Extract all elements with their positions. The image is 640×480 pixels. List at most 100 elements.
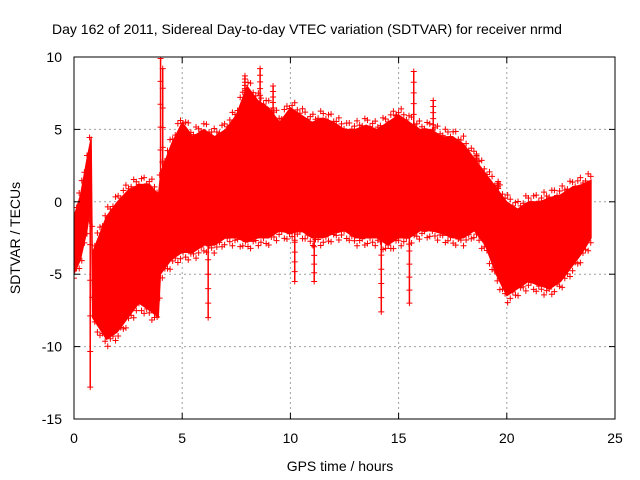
- data-point: [112, 193, 119, 200]
- data-point: [325, 111, 332, 118]
- data-point: [457, 137, 464, 144]
- y-tick-label: 10: [46, 49, 62, 65]
- data-point: [390, 108, 397, 115]
- x-tick-label: 0: [70, 430, 78, 446]
- data-point: [367, 123, 374, 130]
- data-point: [400, 111, 407, 118]
- data-point: [535, 283, 542, 290]
- y-tick-label: -15: [42, 411, 62, 427]
- data-point: [463, 140, 470, 147]
- data-point: [333, 232, 340, 239]
- data-point: [213, 128, 220, 135]
- data-point: [270, 88, 277, 95]
- data-point: [276, 231, 283, 238]
- data-point: [356, 122, 363, 129]
- data-point: [572, 259, 579, 266]
- data-point: [348, 126, 355, 133]
- data-point: [483, 247, 490, 254]
- data-point: [250, 89, 257, 96]
- data-point: [478, 157, 485, 164]
- data-point: [291, 239, 298, 246]
- data-point: [361, 115, 368, 122]
- data-point: [455, 236, 462, 243]
- data-point: [444, 128, 451, 135]
- data-point: [378, 266, 385, 273]
- data-points: [74, 57, 594, 391]
- data-point: [281, 106, 288, 113]
- data-point: [78, 257, 85, 264]
- data-point: [577, 174, 584, 181]
- data-point: [74, 209, 77, 216]
- data-point: [159, 65, 166, 72]
- data-point: [566, 178, 573, 185]
- data-point: [468, 235, 475, 242]
- data-point: [569, 267, 576, 274]
- data-point: [351, 123, 358, 130]
- data-point: [322, 233, 329, 240]
- data-point: [378, 252, 385, 259]
- data-point: [504, 299, 511, 306]
- data-point: [304, 116, 311, 123]
- data-point: [399, 133, 406, 140]
- data-point: [572, 183, 579, 190]
- data-point: [135, 300, 142, 307]
- data-point: [291, 99, 298, 106]
- data-point: [135, 181, 142, 188]
- data-point: [463, 236, 470, 243]
- data-point: [421, 228, 428, 235]
- data-point: [452, 242, 459, 249]
- data-point: [496, 286, 503, 293]
- data-point: [99, 330, 106, 337]
- data-point: [260, 235, 267, 242]
- data-point: [457, 237, 464, 244]
- data-point: [430, 97, 437, 104]
- data-point: [213, 243, 220, 250]
- y-tick-label: -5: [50, 266, 63, 282]
- data-point: [221, 241, 228, 248]
- data-point: [377, 122, 384, 129]
- data-point: [182, 254, 189, 261]
- data-point: [205, 285, 212, 292]
- data-point: [439, 232, 446, 239]
- data-point: [538, 286, 545, 293]
- data-point: [252, 237, 259, 244]
- data-point: [372, 242, 379, 249]
- x-tick-label: 25: [607, 430, 623, 446]
- data-point: [354, 117, 361, 124]
- data-point: [164, 147, 171, 154]
- data-point: [364, 117, 371, 124]
- data-point: [574, 177, 581, 184]
- data-point: [182, 119, 189, 126]
- data-point: [198, 244, 205, 251]
- data-point: [141, 174, 148, 181]
- data-point: [320, 110, 327, 117]
- data-point: [486, 260, 493, 267]
- x-tick-label: 15: [391, 430, 407, 446]
- data-point: [546, 285, 553, 292]
- data-point: [87, 312, 94, 319]
- data-point: [229, 242, 236, 249]
- data-point: [309, 111, 316, 118]
- data-point: [167, 266, 174, 273]
- data-point: [81, 169, 88, 176]
- data-point: [520, 283, 527, 290]
- data-point: [507, 196, 514, 203]
- data-point: [87, 384, 94, 391]
- data-point: [421, 125, 428, 132]
- data-point: [130, 314, 137, 321]
- plot-border: [73, 56, 616, 420]
- data-point: [520, 200, 527, 207]
- data-point: [208, 244, 215, 251]
- data-point: [320, 239, 327, 246]
- data-point: [234, 107, 241, 114]
- data-point: [403, 116, 410, 123]
- data-point: [411, 232, 418, 239]
- data-point: [234, 236, 241, 243]
- data-point: [169, 257, 176, 264]
- data-point: [190, 250, 197, 257]
- data-point: [200, 247, 207, 254]
- data-point: [104, 343, 111, 350]
- data-point: [556, 188, 563, 195]
- data-point: [507, 295, 514, 302]
- data-point: [205, 300, 212, 307]
